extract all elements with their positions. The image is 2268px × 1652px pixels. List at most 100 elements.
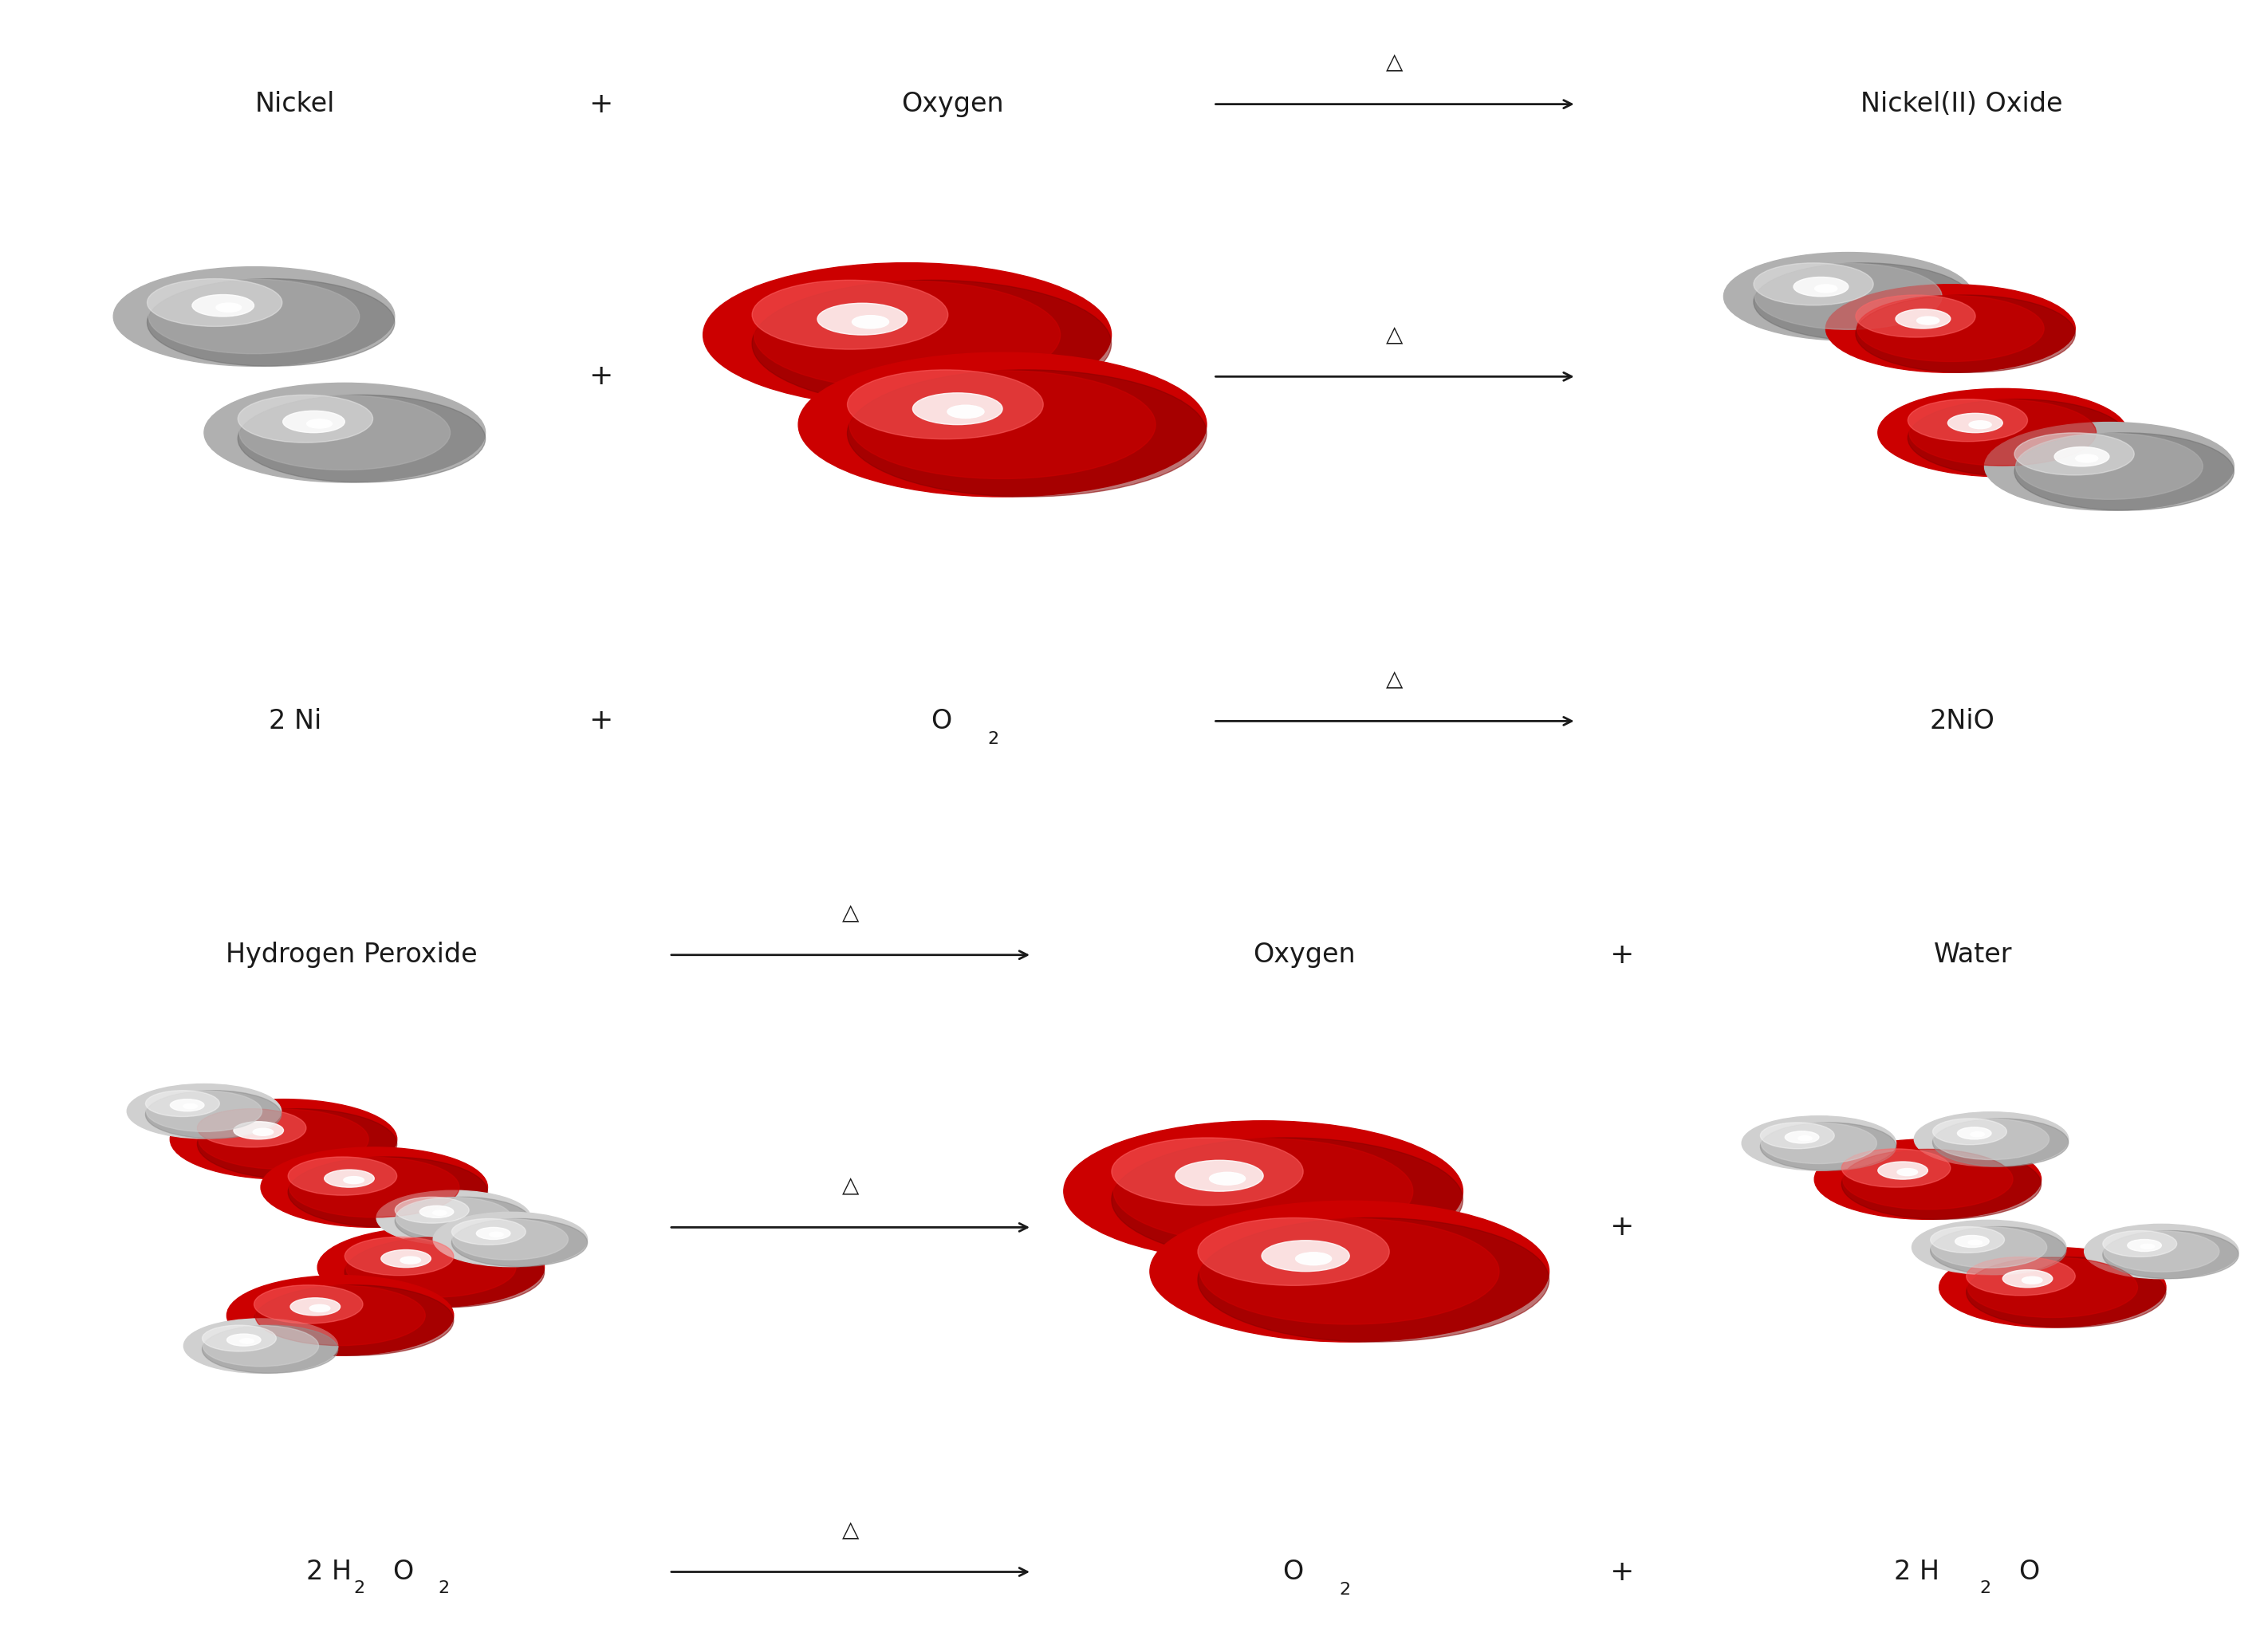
Circle shape: [1842, 1150, 2014, 1209]
Circle shape: [1755, 263, 1941, 329]
Circle shape: [345, 1237, 544, 1307]
Circle shape: [254, 1285, 454, 1356]
Circle shape: [399, 1257, 420, 1264]
Circle shape: [433, 1213, 587, 1267]
Circle shape: [254, 1285, 363, 1323]
Circle shape: [1785, 1132, 1819, 1143]
Circle shape: [395, 1198, 513, 1237]
Circle shape: [1724, 253, 1973, 340]
Circle shape: [1914, 1112, 2068, 1166]
Circle shape: [2084, 1224, 2239, 1279]
Circle shape: [238, 395, 485, 482]
Circle shape: [240, 1338, 254, 1343]
Circle shape: [170, 1099, 204, 1112]
Circle shape: [1200, 1219, 1499, 1325]
Circle shape: [234, 1122, 284, 1140]
Circle shape: [2102, 1231, 2177, 1257]
Circle shape: [1898, 1168, 1916, 1176]
Text: Nickel(II) Oxide: Nickel(II) Oxide: [1860, 91, 2064, 117]
Circle shape: [238, 395, 372, 443]
Circle shape: [798, 352, 1207, 497]
Circle shape: [948, 405, 984, 418]
Circle shape: [227, 1275, 454, 1356]
Circle shape: [1794, 278, 1848, 296]
Circle shape: [306, 420, 331, 428]
Text: +: +: [590, 707, 612, 735]
Circle shape: [227, 1333, 261, 1346]
Text: +: +: [1610, 1214, 1633, 1241]
Circle shape: [324, 1170, 374, 1188]
Circle shape: [848, 370, 1043, 439]
Circle shape: [753, 281, 948, 349]
Text: Nickel: Nickel: [254, 91, 336, 117]
Circle shape: [197, 1108, 367, 1170]
Circle shape: [193, 294, 254, 317]
Circle shape: [240, 395, 449, 469]
Text: △: △: [841, 1175, 860, 1198]
Circle shape: [345, 1237, 454, 1275]
Circle shape: [145, 1090, 220, 1117]
Circle shape: [1969, 1257, 2139, 1318]
Circle shape: [2102, 1231, 2239, 1279]
Circle shape: [170, 1099, 397, 1180]
Circle shape: [395, 1198, 531, 1246]
Circle shape: [1198, 1218, 1390, 1285]
Circle shape: [1984, 423, 2234, 510]
Circle shape: [2014, 433, 2234, 510]
Circle shape: [1935, 1118, 2050, 1160]
Circle shape: [1932, 1118, 2007, 1145]
Text: Oxygen: Oxygen: [1252, 942, 1356, 968]
Text: △: △: [1386, 669, 1404, 691]
Circle shape: [1932, 1118, 2068, 1166]
Circle shape: [1957, 1127, 1991, 1140]
Text: 2 Ni: 2 Ni: [268, 709, 322, 733]
Circle shape: [288, 1156, 397, 1196]
Circle shape: [381, 1251, 431, 1267]
Circle shape: [451, 1219, 567, 1260]
Circle shape: [345, 1237, 515, 1297]
Circle shape: [1969, 1241, 1982, 1246]
Circle shape: [1842, 1148, 1950, 1188]
Circle shape: [2003, 1270, 2053, 1287]
Circle shape: [853, 316, 889, 329]
Text: O: O: [2019, 1559, 2039, 1584]
Text: 2: 2: [1980, 1579, 1991, 1596]
Circle shape: [1209, 1173, 1245, 1184]
Circle shape: [848, 370, 1207, 497]
Circle shape: [1114, 1138, 1413, 1244]
Circle shape: [1842, 1148, 2041, 1219]
Circle shape: [1855, 296, 1975, 337]
Circle shape: [2127, 1239, 2161, 1252]
Text: 2: 2: [1340, 1581, 1349, 1597]
Circle shape: [1111, 1138, 1463, 1262]
Circle shape: [1857, 296, 2043, 362]
Circle shape: [848, 370, 1157, 479]
Text: △: △: [1386, 51, 1404, 74]
Circle shape: [1742, 1117, 1896, 1171]
Circle shape: [1760, 1122, 1835, 1148]
Circle shape: [197, 1108, 397, 1180]
Circle shape: [395, 1198, 469, 1222]
Circle shape: [127, 1084, 281, 1138]
Circle shape: [376, 1191, 531, 1246]
Circle shape: [1916, 317, 1939, 324]
Circle shape: [2016, 433, 2202, 499]
Circle shape: [1930, 1227, 2066, 1275]
Circle shape: [1111, 1138, 1304, 1206]
Circle shape: [2023, 1277, 2041, 1284]
Circle shape: [288, 1156, 488, 1227]
Circle shape: [254, 1285, 426, 1345]
Circle shape: [1948, 413, 2003, 433]
Circle shape: [1814, 284, 1837, 292]
Circle shape: [476, 1227, 510, 1239]
Text: +: +: [590, 91, 612, 117]
Circle shape: [145, 1090, 281, 1138]
Circle shape: [433, 1211, 447, 1216]
Circle shape: [284, 411, 345, 433]
Circle shape: [2105, 1231, 2220, 1272]
Circle shape: [318, 1227, 544, 1307]
Circle shape: [1799, 1137, 1812, 1142]
Circle shape: [145, 1090, 261, 1132]
Circle shape: [1814, 1140, 2041, 1219]
Text: O: O: [1281, 1559, 1304, 1584]
